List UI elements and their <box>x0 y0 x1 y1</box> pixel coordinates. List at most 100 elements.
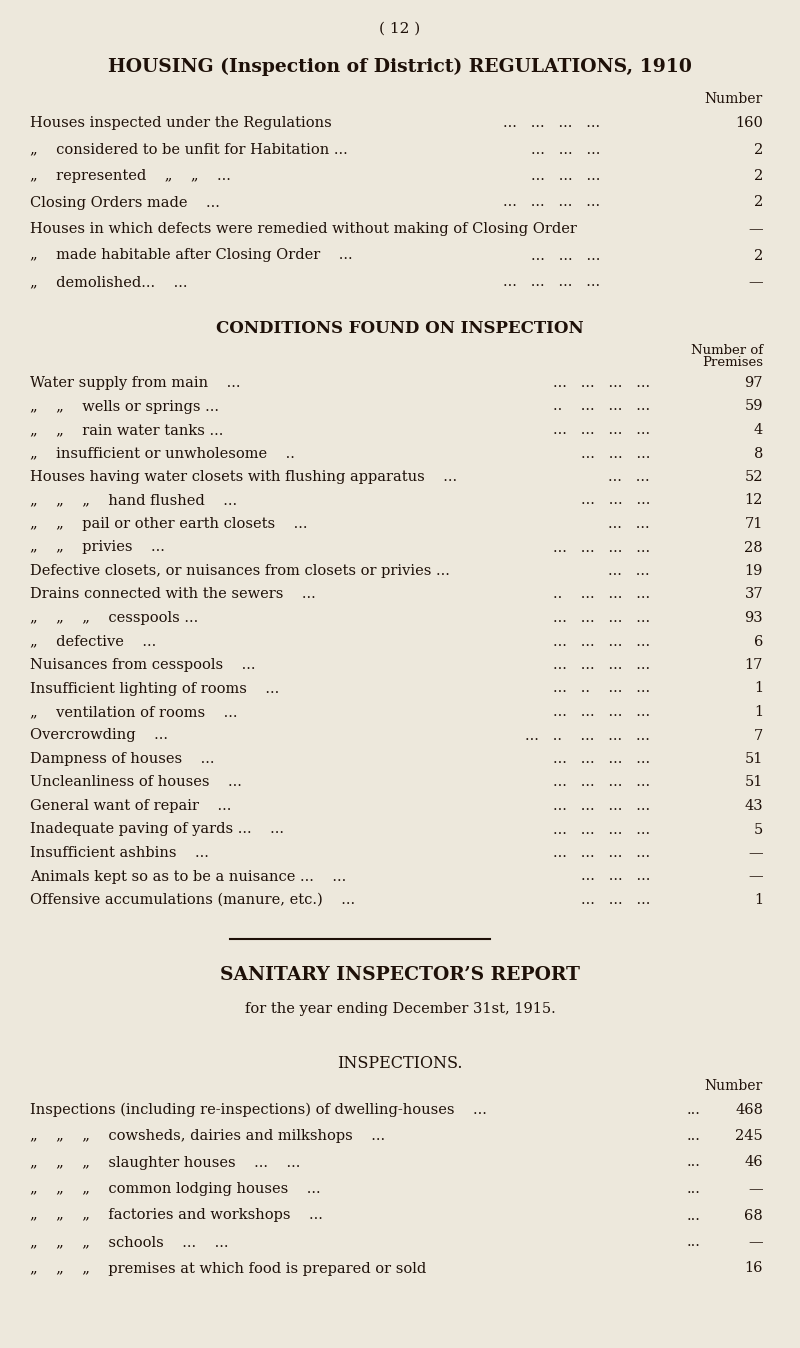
Text: 71: 71 <box>745 518 763 531</box>
Text: Inspections (including re-inspections) of dwelling-houses    ...: Inspections (including re-inspections) o… <box>30 1103 487 1117</box>
Text: ...   ...   ...: ... ... ... <box>581 892 650 907</box>
Text: 59: 59 <box>745 399 763 414</box>
Text: Number: Number <box>705 1078 763 1092</box>
Text: ...   ...   ...   ...: ... ... ... ... <box>553 658 650 673</box>
Text: „    „    „    common lodging houses    ...: „ „ „ common lodging houses ... <box>30 1182 321 1196</box>
Text: —: — <box>748 222 763 236</box>
Text: „    „    wells or springs ...: „ „ wells or springs ... <box>30 399 219 414</box>
Text: —: — <box>748 275 763 288</box>
Text: Drains connected with the sewers    ...: Drains connected with the sewers ... <box>30 588 316 601</box>
Text: 2: 2 <box>754 248 763 263</box>
Text: Nuisances from cesspools    ...: Nuisances from cesspools ... <box>30 658 255 673</box>
Text: ...   ...: ... ... <box>608 518 650 531</box>
Text: 2: 2 <box>754 168 763 183</box>
Text: ...: ... <box>686 1182 700 1196</box>
Text: 17: 17 <box>745 658 763 673</box>
Text: 2: 2 <box>754 195 763 209</box>
Text: ...   ...   ...   ...: ... ... ... ... <box>553 376 650 390</box>
Text: 37: 37 <box>744 588 763 601</box>
Text: Animals kept so as to be a nuisance ...    ...: Animals kept so as to be a nuisance ... … <box>30 869 346 883</box>
Text: Water supply from main    ...: Water supply from main ... <box>30 376 241 390</box>
Text: 52: 52 <box>745 470 763 484</box>
Text: ...   ...: ... ... <box>608 470 650 484</box>
Text: Offensive accumulations (manure, etc.)    ...: Offensive accumulations (manure, etc.) .… <box>30 892 355 907</box>
Text: ...   ...   ...: ... ... ... <box>581 869 650 883</box>
Text: Number of: Number of <box>691 344 763 357</box>
Text: „    „    „    premises at which food is prepared or sold: „ „ „ premises at which food is prepared… <box>30 1262 426 1275</box>
Text: Inadequate paving of yards ...    ...: Inadequate paving of yards ... ... <box>30 822 284 837</box>
Text: „    „    privies    ...: „ „ privies ... <box>30 541 165 554</box>
Text: General want of repair    ...: General want of repair ... <box>30 799 231 813</box>
Text: 4: 4 <box>754 423 763 437</box>
Text: 19: 19 <box>745 563 763 578</box>
Text: 1: 1 <box>754 682 763 696</box>
Text: „    demolished...    ...: „ demolished... ... <box>30 275 187 288</box>
Text: 43: 43 <box>744 799 763 813</box>
Text: „    made habitable after Closing Order    ...: „ made habitable after Closing Order ... <box>30 248 353 263</box>
Text: Overcrowding    ...: Overcrowding ... <box>30 728 168 743</box>
Text: 5: 5 <box>754 822 763 837</box>
Text: „    „    „    factories and workshops    ...: „ „ „ factories and workshops ... <box>30 1209 323 1223</box>
Text: 68: 68 <box>744 1209 763 1223</box>
Text: CONDITIONS FOUND ON INSPECTION: CONDITIONS FOUND ON INSPECTION <box>216 319 584 337</box>
Text: ...: ... <box>686 1130 700 1143</box>
Text: 1: 1 <box>754 892 763 907</box>
Text: ...   ...   ...   ...: ... ... ... ... <box>553 822 650 837</box>
Text: —: — <box>748 1182 763 1196</box>
Text: ...   ...   ...: ... ... ... <box>581 446 650 461</box>
Text: „    considered to be unfit for Habitation ...: „ considered to be unfit for Habitation … <box>30 143 348 156</box>
Text: Houses in which defects were remedied without making of Closing Order: Houses in which defects were remedied wi… <box>30 222 577 236</box>
Text: 12: 12 <box>745 493 763 507</box>
Text: „    „    pail or other earth closets    ...: „ „ pail or other earth closets ... <box>30 518 307 531</box>
Text: 245: 245 <box>735 1130 763 1143</box>
Text: ...   ...   ...   ...: ... ... ... ... <box>553 847 650 860</box>
Text: „    „    rain water tanks ...: „ „ rain water tanks ... <box>30 423 223 437</box>
Text: ...   ...   ...   ...: ... ... ... ... <box>553 635 650 648</box>
Text: —: — <box>748 1235 763 1250</box>
Text: Insufficient lighting of rooms    ...: Insufficient lighting of rooms ... <box>30 682 279 696</box>
Text: 468: 468 <box>735 1103 763 1116</box>
Text: INSPECTIONS.: INSPECTIONS. <box>338 1054 462 1072</box>
Text: ...   ...   ...   ...: ... ... ... ... <box>553 423 650 437</box>
Text: 28: 28 <box>744 541 763 554</box>
Text: 51: 51 <box>745 752 763 766</box>
Text: ...   ...   ...: ... ... ... <box>530 248 600 263</box>
Text: 6: 6 <box>754 635 763 648</box>
Text: 97: 97 <box>745 376 763 390</box>
Text: Uncleanliness of houses    ...: Uncleanliness of houses ... <box>30 775 242 790</box>
Text: —: — <box>748 847 763 860</box>
Text: „    represented    „    „    ...: „ represented „ „ ... <box>30 168 231 183</box>
Text: Houses inspected under the Regulations: Houses inspected under the Regulations <box>30 116 332 129</box>
Text: ...   ...   ...: ... ... ... <box>581 493 650 507</box>
Text: ...: ... <box>686 1103 700 1116</box>
Text: 93: 93 <box>744 611 763 625</box>
Text: Houses having water closets with flushing apparatus    ...: Houses having water closets with flushin… <box>30 470 457 484</box>
Text: ...   ..    ...   ...: ... .. ... ... <box>553 682 650 696</box>
Text: ...   ...   ...   ...: ... ... ... ... <box>503 275 600 288</box>
Text: ...: ... <box>686 1209 700 1223</box>
Text: 160: 160 <box>735 116 763 129</box>
Text: ...   ...: ... ... <box>608 563 650 578</box>
Text: Closing Orders made    ...: Closing Orders made ... <box>30 195 220 209</box>
Text: —: — <box>748 869 763 883</box>
Text: ...   ...   ...   ...: ... ... ... ... <box>553 541 650 554</box>
Text: ...   ...   ...   ...: ... ... ... ... <box>553 775 650 790</box>
Text: Premises: Premises <box>702 356 763 369</box>
Text: ...   ..    ...   ...   ...: ... .. ... ... ... <box>525 728 650 743</box>
Text: „    defective    ...: „ defective ... <box>30 635 156 648</box>
Text: HOUSING (Inspection of District) REGULATIONS, 1910: HOUSING (Inspection of District) REGULAT… <box>108 58 692 77</box>
Text: „    ventilation of rooms    ...: „ ventilation of rooms ... <box>30 705 238 718</box>
Text: „    „    „    slaughter houses    ...    ...: „ „ „ slaughter houses ... ... <box>30 1155 300 1170</box>
Text: ...   ...   ...   ...: ... ... ... ... <box>553 611 650 625</box>
Text: 1: 1 <box>754 705 763 718</box>
Text: ...   ...   ...   ...: ... ... ... ... <box>503 116 600 129</box>
Text: ...   ...   ...: ... ... ... <box>530 168 600 183</box>
Text: ...   ...   ...   ...: ... ... ... ... <box>553 752 650 766</box>
Text: Dampness of houses    ...: Dampness of houses ... <box>30 752 214 766</box>
Text: ...   ...   ...: ... ... ... <box>530 143 600 156</box>
Text: 46: 46 <box>744 1155 763 1170</box>
Text: Insufficient ashbins    ...: Insufficient ashbins ... <box>30 847 209 860</box>
Text: „    „    „    cowsheds, dairies and milkshops    ...: „ „ „ cowsheds, dairies and milkshops ..… <box>30 1130 385 1143</box>
Text: ..    ...   ...   ...: .. ... ... ... <box>553 588 650 601</box>
Text: „    insufficient or unwholesome    ..: „ insufficient or unwholesome .. <box>30 446 295 461</box>
